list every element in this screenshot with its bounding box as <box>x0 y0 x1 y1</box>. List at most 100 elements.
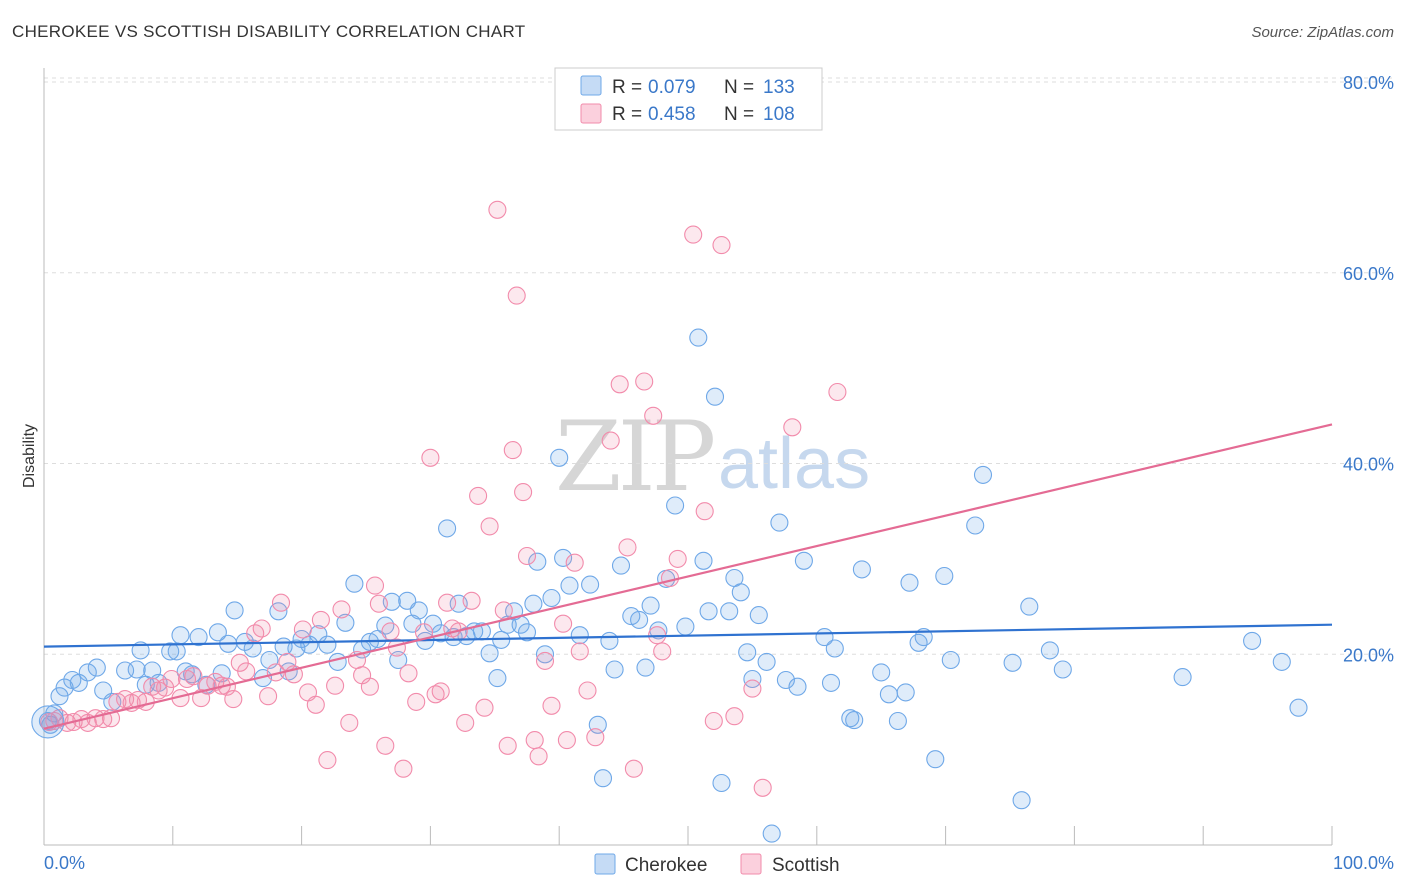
scottish-point-44 <box>340 713 359 732</box>
cherokee-point-81 <box>611 556 631 575</box>
legend-swatch-scottish <box>740 853 762 875</box>
cherokee-point-97 <box>731 583 750 602</box>
scottish-point-53 <box>394 759 413 778</box>
stats-n-value-cherokee: 133 <box>763 77 795 98</box>
cherokee-point-91 <box>694 551 713 570</box>
cherokee-point-69 <box>528 552 547 571</box>
scottish-point-55 <box>407 692 426 711</box>
scottish-point-80 <box>557 731 576 750</box>
cherokee-point-93 <box>705 387 725 406</box>
scottish-point-78 <box>542 696 561 715</box>
scottish-point-84 <box>586 728 605 747</box>
cherokee-point-115 <box>888 711 907 731</box>
scottish-point-98 <box>712 236 731 255</box>
y-tick-labels: 20.0% 40.0% 60.0% 80.0% <box>1343 73 1394 665</box>
scottish-point-97 <box>704 711 723 731</box>
scottish-point-101 <box>753 778 772 797</box>
cherokee-point-24 <box>208 623 227 642</box>
cherokee-point-2 <box>45 704 64 723</box>
scottish-point-102 <box>783 418 802 437</box>
scottish-point-37 <box>293 620 312 639</box>
scottish-point-42 <box>326 676 345 695</box>
cherokee-point-119 <box>914 628 933 647</box>
cherokee-point-70 <box>535 645 555 664</box>
scottish-point-71 <box>503 441 522 460</box>
cherokee-point-6 <box>69 673 88 692</box>
scottish-point-54 <box>399 664 418 683</box>
source-label: Source: ZipAtlas.com <box>1251 24 1394 41</box>
y-axis-label: Disability <box>21 424 38 488</box>
cherokee-point-51 <box>409 601 428 620</box>
cherokee-point-67 <box>517 623 537 642</box>
cherokee-point-112 <box>852 560 871 579</box>
cherokee-point-12 <box>127 660 146 679</box>
series-legend: Cherokee Scottish <box>594 853 840 876</box>
scottish-point-18 <box>162 669 181 689</box>
scottish-point-103 <box>828 382 847 402</box>
scottish-point-89 <box>635 372 654 391</box>
cherokee-point-39 <box>318 635 337 654</box>
cherokee-point-79 <box>600 631 619 650</box>
cherokee-point-125 <box>1003 653 1022 672</box>
scottish-point-41 <box>318 751 337 770</box>
cherokee-point-127 <box>1020 597 1039 616</box>
y-tick-label-60: 60.0% <box>1343 264 1394 284</box>
stats-r-value-cherokee: 0.079 <box>648 77 696 98</box>
cherokee-point-62 <box>488 669 507 688</box>
cherokee-point-41 <box>336 613 355 632</box>
cherokee-point-130 <box>1173 668 1192 687</box>
scottish-point-93 <box>660 568 680 588</box>
scottish-point-88 <box>624 759 643 778</box>
cherokee-point-90 <box>689 328 708 347</box>
cherokee-point-117 <box>900 573 919 592</box>
stats-n-value-scottish: 108 <box>763 104 795 125</box>
scottish-point-63 <box>456 713 475 732</box>
cherokee-point-19 <box>171 626 190 645</box>
scottish-point-90 <box>644 406 663 425</box>
scottish-point-73 <box>514 483 533 502</box>
cherokee-point-78 <box>593 769 613 788</box>
cherokee-point-40 <box>328 652 347 671</box>
cherokee-point-102 <box>762 824 781 843</box>
cherokee-point-95 <box>720 602 739 621</box>
cherokee-point-88 <box>666 496 685 515</box>
trend-lines <box>43 423 1333 730</box>
scottish-point-79 <box>554 614 573 633</box>
scottish-point-99 <box>725 707 744 726</box>
cherokee-point-74 <box>560 576 579 595</box>
cherokee-point-76 <box>581 575 600 594</box>
cherokee-point-106 <box>794 551 813 570</box>
scottish-point-27 <box>224 690 243 709</box>
cherokee-point-123 <box>966 516 985 535</box>
grid <box>44 77 1394 655</box>
cherokee-point-72 <box>550 448 569 467</box>
cherokee-point-49 <box>398 591 417 610</box>
scottish-point-77 <box>535 651 555 670</box>
scottish-point-87 <box>618 538 637 557</box>
scottish-point-59 <box>431 682 450 701</box>
cherokee-point-92 <box>699 602 718 621</box>
scottish-point-50 <box>376 736 395 755</box>
cherokee-point-128 <box>1040 641 1059 660</box>
cherokee-point-94 <box>712 773 731 793</box>
x-tick-label-end: 100.0% <box>1333 853 1394 873</box>
cherokee-point-22 <box>189 628 208 647</box>
scottish-point-29 <box>237 662 256 681</box>
scottish-point-58 <box>426 685 445 704</box>
cherokee-point-121 <box>935 566 954 586</box>
scottish-point-64 <box>462 591 481 610</box>
scottish-point-47 <box>360 677 379 696</box>
scottish-point-92 <box>653 642 672 661</box>
cherokee-point-99 <box>743 669 762 689</box>
scottish-point-72 <box>507 286 526 305</box>
scottish-point-94 <box>668 549 687 568</box>
cherokee-point-129 <box>1053 660 1072 679</box>
cherokee-point-73 <box>554 548 573 567</box>
stats-r-label-cherokee: R = <box>612 77 642 98</box>
scottish-point-48 <box>365 576 385 595</box>
stats-swatch-scottish <box>580 103 602 124</box>
scottish-point-82 <box>570 642 589 661</box>
cherokee-point-132 <box>1272 652 1291 671</box>
cherokee-point-114 <box>879 685 898 704</box>
